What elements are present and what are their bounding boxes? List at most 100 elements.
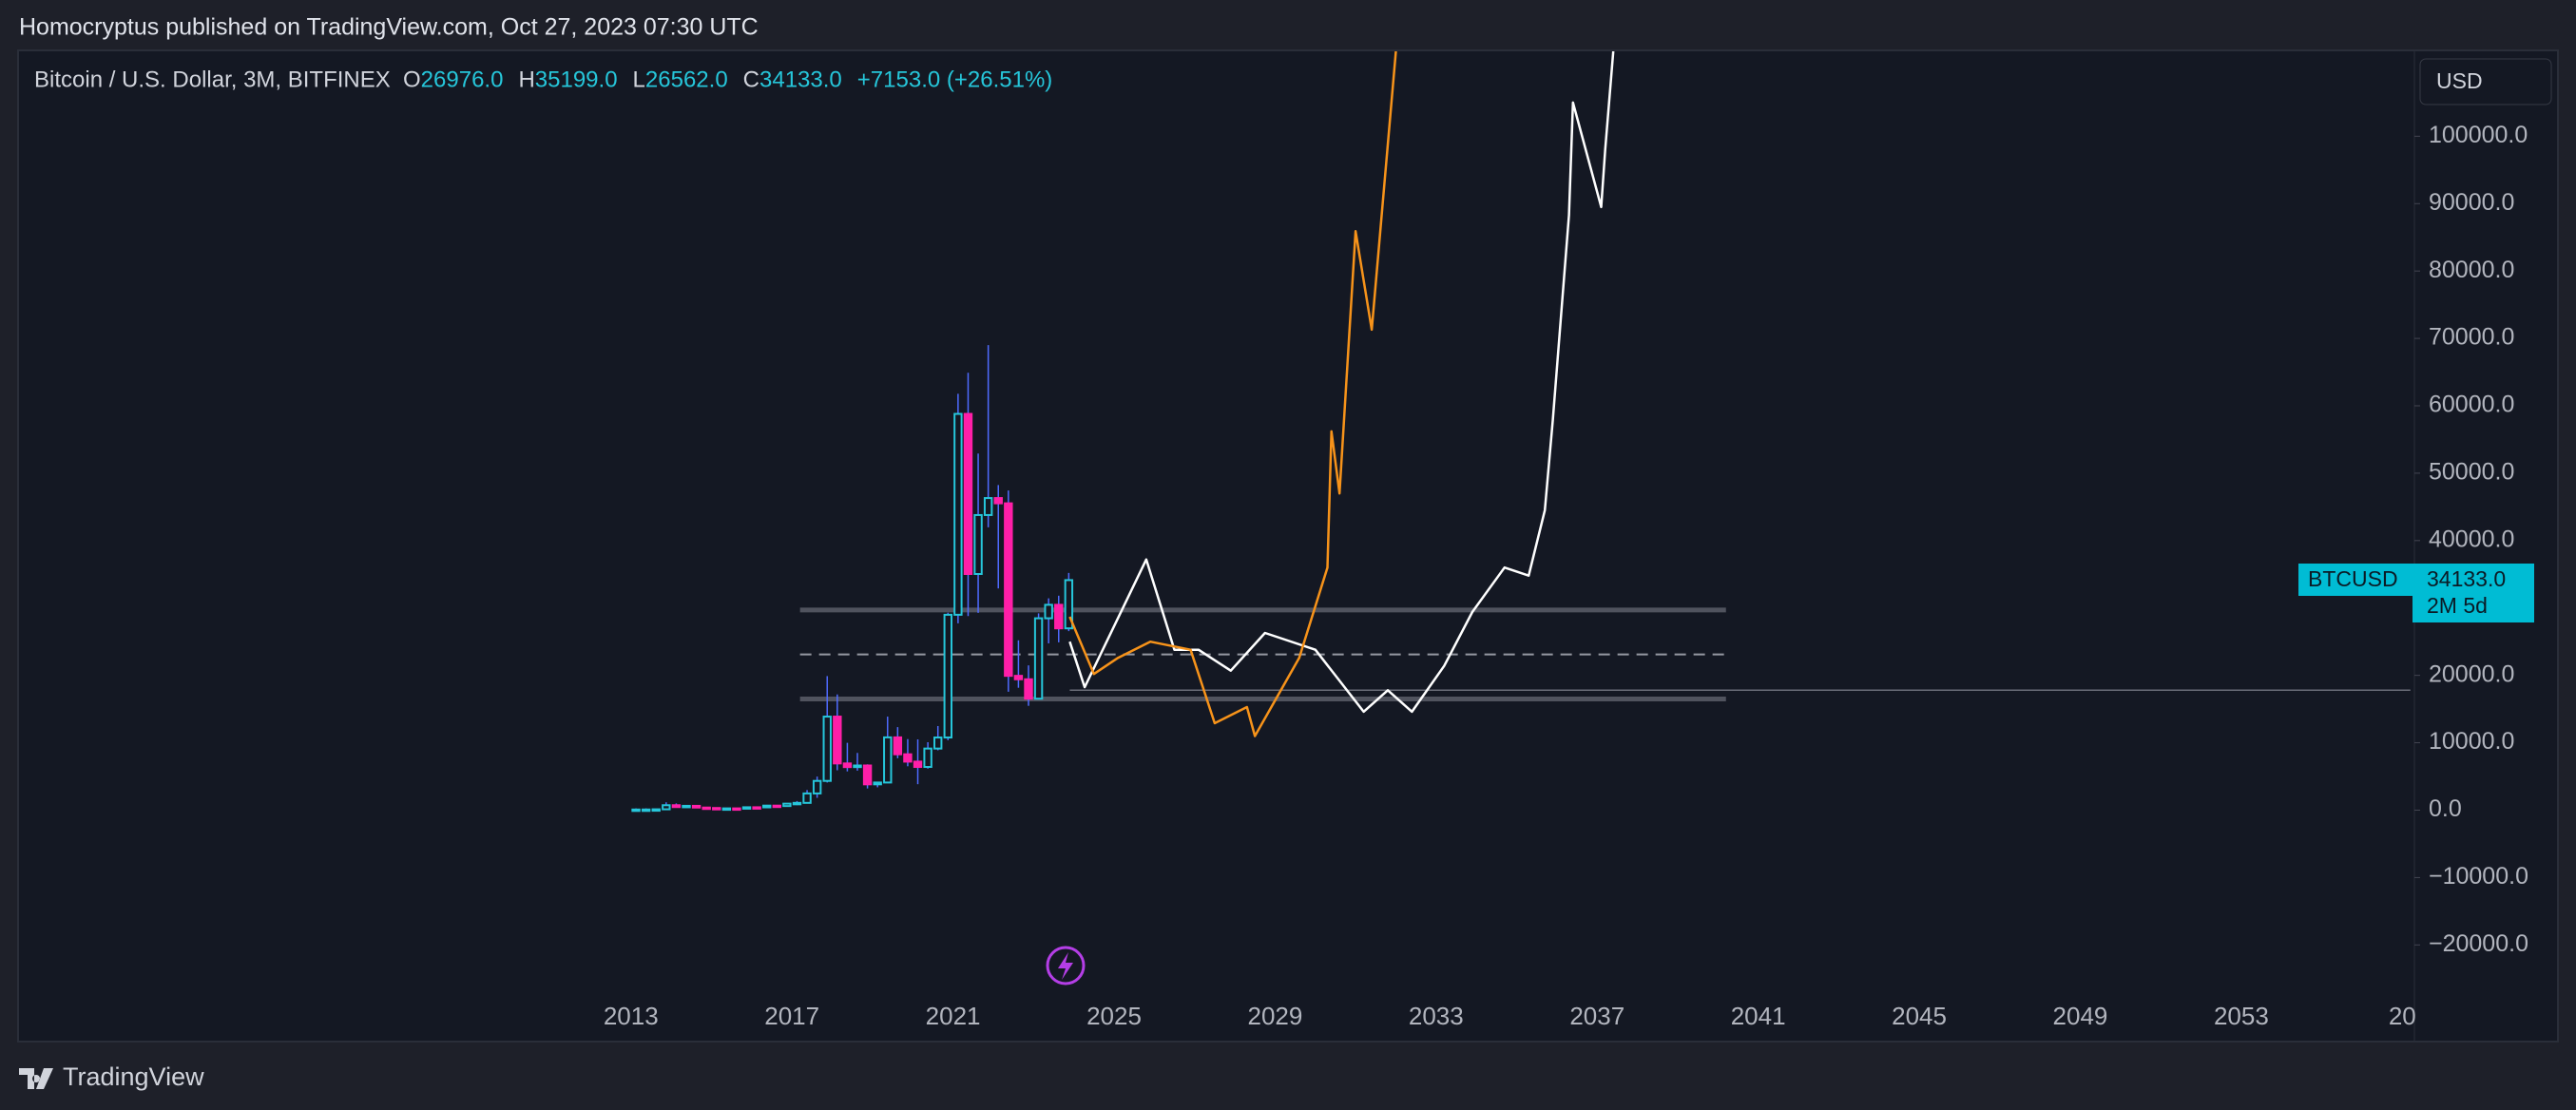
candle-body bbox=[933, 737, 943, 750]
y-tick-label: 40000.0 bbox=[2429, 526, 2514, 552]
legend-c-label: C bbox=[743, 67, 759, 92]
y-tick-label: 0.0 bbox=[2429, 795, 2462, 822]
candle-body bbox=[732, 807, 741, 812]
candle-body bbox=[973, 513, 983, 575]
y-tick-label: 60000.0 bbox=[2429, 392, 2514, 418]
candle-body bbox=[702, 806, 711, 811]
candle-body bbox=[691, 804, 702, 809]
lightning-icon[interactable] bbox=[1046, 946, 1086, 986]
icon-bolt[interactable] bbox=[1058, 952, 1073, 980]
y-tick-label: 100000.0 bbox=[2429, 122, 2528, 148]
candle-body bbox=[812, 779, 822, 794]
candle-body bbox=[862, 764, 873, 786]
x-tick-label: 20 bbox=[2389, 1002, 2416, 1030]
x-tick-label: 2045 bbox=[1892, 1002, 1947, 1030]
candle-body bbox=[671, 804, 682, 809]
candle-body bbox=[873, 781, 882, 786]
y-tick-label: 50000.0 bbox=[2429, 459, 2514, 486]
candle-body bbox=[903, 753, 913, 763]
y-tick-label: 10000.0 bbox=[2429, 728, 2514, 755]
y-tick-label: 80000.0 bbox=[2429, 257, 2514, 283]
candle-body bbox=[993, 497, 1003, 505]
y-tick-label: 90000.0 bbox=[2429, 189, 2514, 216]
candle-body bbox=[651, 808, 661, 813]
brand-logo bbox=[19, 1068, 53, 1089]
candle-body bbox=[853, 764, 862, 769]
published-line: Homocryptus published on TradingView.com… bbox=[19, 14, 759, 41]
x-tick-label: 2013 bbox=[604, 1002, 659, 1030]
x-tick-label: 2049 bbox=[2053, 1002, 2108, 1030]
candle-body bbox=[1033, 617, 1044, 700]
symbol: Bitcoin / U.S. Dollar, 3M, BITFINEX bbox=[34, 67, 391, 92]
candle-body bbox=[792, 801, 802, 806]
legend-h-label: H bbox=[518, 67, 534, 92]
candle-body bbox=[682, 804, 691, 809]
candle-body bbox=[741, 806, 752, 810]
x-tick-label: 2053 bbox=[2214, 1002, 2269, 1030]
projection-line bbox=[1068, 51, 1397, 737]
candle-body bbox=[893, 736, 903, 756]
icon-circle[interactable] bbox=[1046, 946, 1086, 986]
symbol-tag bbox=[2298, 564, 2413, 596]
legend: Bitcoin / U.S. Dollar, 3M, BITFINEX O 269… bbox=[34, 67, 1052, 92]
legend-o-label: O bbox=[403, 67, 421, 92]
candle-body bbox=[822, 716, 832, 782]
legend-l: 26562.0 bbox=[645, 67, 728, 92]
price-label: BTCUSD 34133.0 2M 5d bbox=[2298, 564, 2534, 622]
legend-h: 35199.0 bbox=[535, 67, 618, 92]
candle-body bbox=[943, 613, 953, 739]
x-tick-label: 2029 bbox=[1247, 1002, 1302, 1030]
candle-body bbox=[1013, 675, 1024, 680]
plot bbox=[631, 51, 2411, 813]
candle-body bbox=[802, 792, 812, 804]
legend-c: 34133.0 bbox=[759, 67, 842, 92]
candle-body bbox=[953, 412, 963, 616]
candle-body bbox=[1064, 579, 1074, 630]
x-tick-label: 2025 bbox=[1086, 1002, 1142, 1030]
chart-pane bbox=[17, 49, 2559, 1043]
symbol-tag-text: BTCUSD bbox=[2308, 566, 2398, 591]
x-tick-label: 2017 bbox=[764, 1002, 819, 1030]
candle-body bbox=[762, 804, 772, 809]
candle-body bbox=[983, 497, 993, 516]
x-tick-label: 2021 bbox=[926, 1002, 981, 1030]
candle-body bbox=[883, 736, 893, 784]
candle-body bbox=[712, 807, 721, 811]
candle-body bbox=[752, 806, 761, 810]
brand: TradingView bbox=[19, 1062, 204, 1091]
candle-body bbox=[631, 808, 641, 813]
x-tick-label: 2041 bbox=[1731, 1002, 1786, 1030]
candle-body bbox=[641, 808, 651, 813]
y-tick-label: −10000.0 bbox=[2429, 863, 2528, 890]
candle-body bbox=[721, 807, 732, 812]
candle-body bbox=[842, 762, 853, 769]
candle-body bbox=[1054, 603, 1064, 630]
candle-body bbox=[923, 747, 932, 769]
currency-button[interactable] bbox=[2419, 58, 2552, 105]
candle-body bbox=[662, 804, 671, 811]
y-tick-label: 20000.0 bbox=[2429, 660, 2514, 687]
axes: −20000.0−10000.00.010000.020000.030000.0… bbox=[604, 122, 2528, 1030]
legend-l-label: L bbox=[633, 67, 645, 92]
candle-body bbox=[1004, 502, 1013, 678]
x-tick-label: 2033 bbox=[1409, 1002, 1464, 1030]
candle-body bbox=[782, 802, 792, 808]
candle-body bbox=[1024, 678, 1033, 700]
legend-o: 26976.0 bbox=[421, 67, 504, 92]
candle-body bbox=[913, 760, 923, 769]
candle-body bbox=[963, 412, 973, 575]
countdown: 2M 5d bbox=[2427, 593, 2488, 618]
currency[interactable]: USD bbox=[2436, 68, 2483, 93]
candle-body bbox=[1044, 603, 1053, 620]
x-tick-label: 2037 bbox=[1569, 1002, 1624, 1030]
y-tick-label: −20000.0 bbox=[2429, 930, 2528, 957]
legend-change: +7153.0 (+26.51%) bbox=[857, 67, 1053, 92]
price-tag bbox=[2413, 564, 2534, 622]
price-tag-text: 34133.0 bbox=[2427, 566, 2506, 591]
brand-name: TradingView bbox=[63, 1062, 204, 1091]
candle-body bbox=[833, 716, 842, 765]
y-tick-label: 70000.0 bbox=[2429, 324, 2514, 351]
candle-body bbox=[772, 804, 782, 809]
